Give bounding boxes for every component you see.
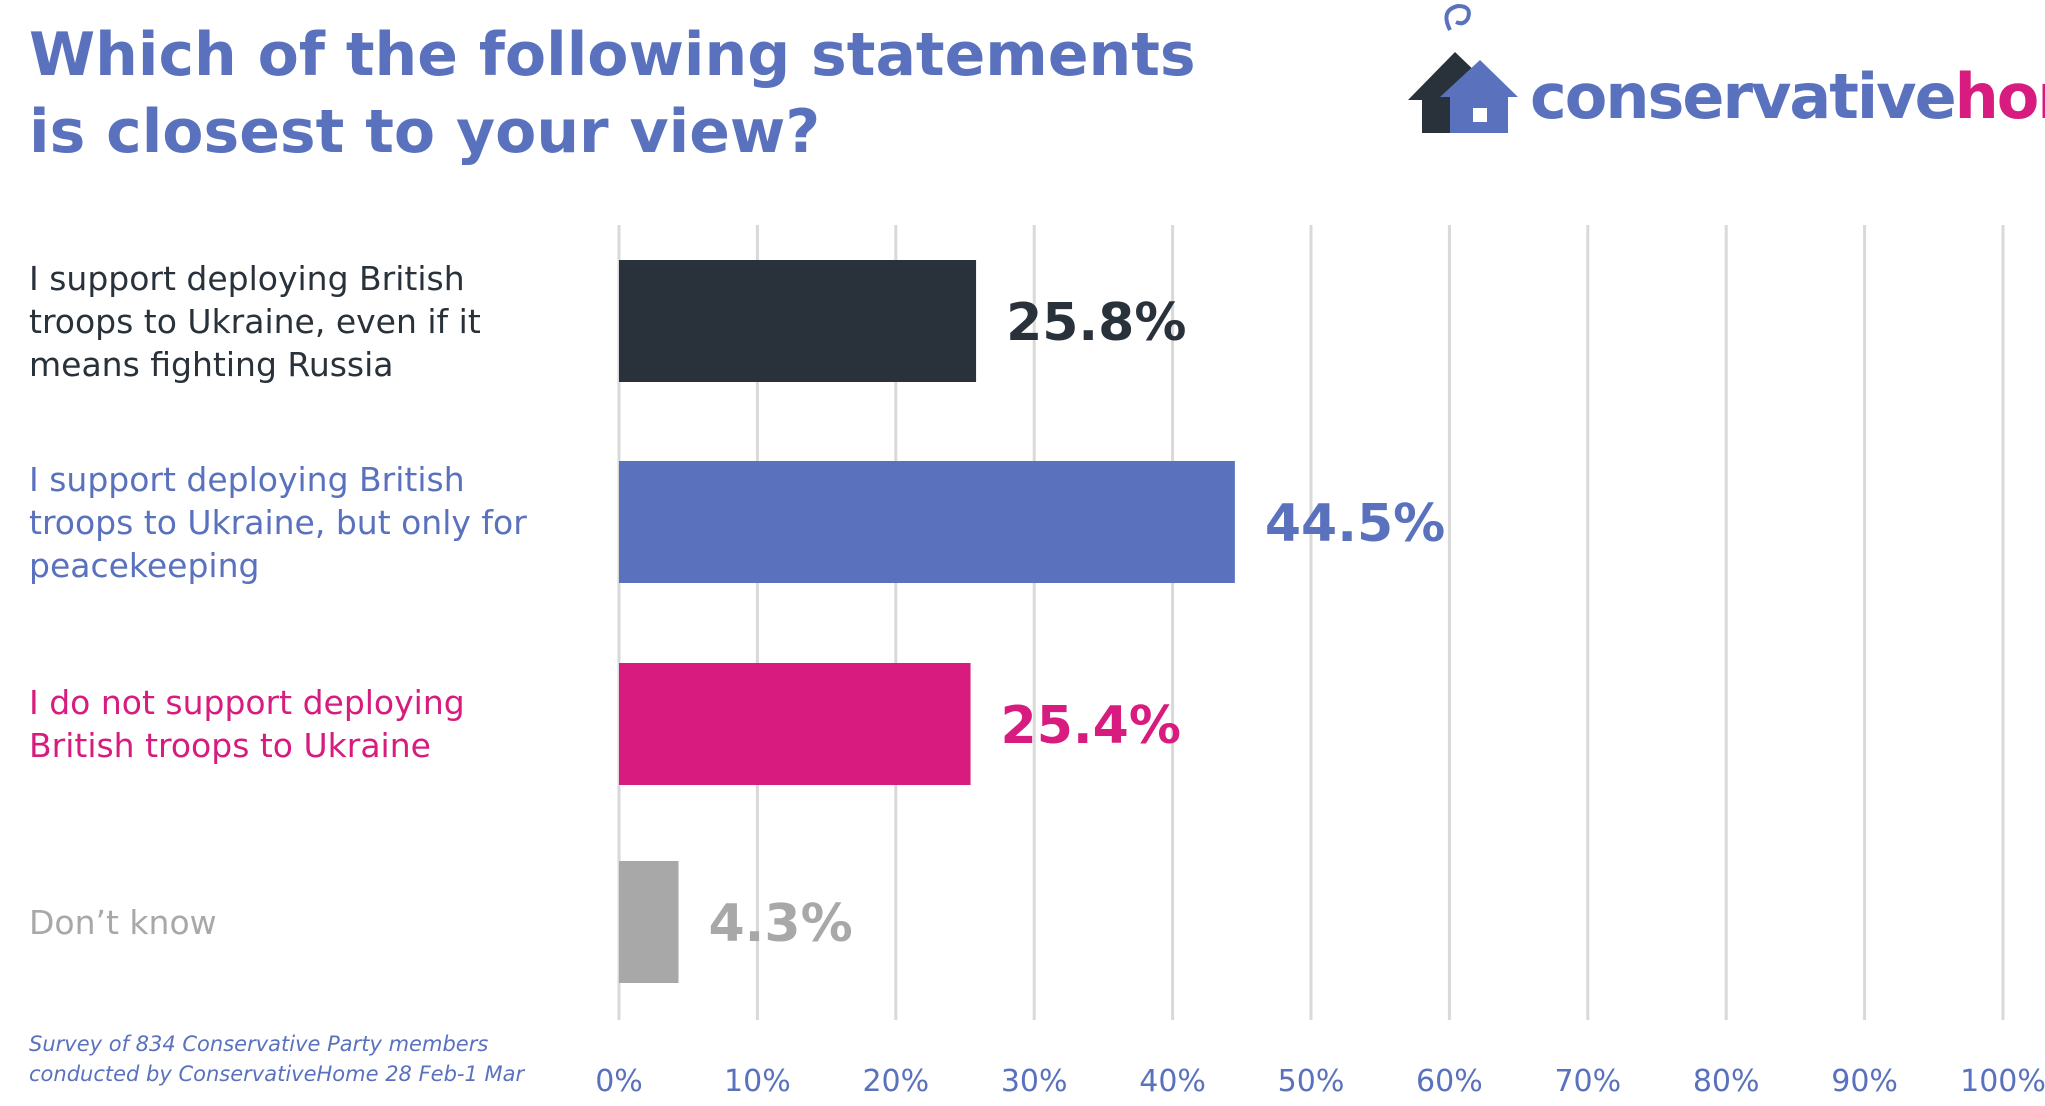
x-tick-label: 10% — [724, 1064, 791, 1099]
x-tick-label: 30% — [1001, 1064, 1068, 1099]
x-tick-label: 40% — [1139, 1064, 1206, 1099]
logo: conservativehome — [1408, 3, 2045, 133]
x-tick-label: 70% — [1554, 1064, 1621, 1099]
x-tick-label: 0% — [595, 1064, 643, 1099]
x-tick-label: 100% — [1960, 1064, 2045, 1099]
bar — [619, 861, 679, 983]
value-label: 25.8% — [1006, 293, 1186, 353]
x-tick-label: 20% — [862, 1064, 929, 1099]
x-tick-label: 90% — [1831, 1064, 1898, 1099]
chart-title: Which of the following statements — [29, 20, 1196, 90]
value-label: 4.3% — [709, 894, 853, 954]
footnote: Survey of 834 Conservative Party members — [29, 1032, 488, 1056]
logo-text-part: conservative — [1530, 60, 1955, 133]
value-label: 44.5% — [1265, 494, 1445, 554]
x-tick-label: 60% — [1416, 1064, 1483, 1099]
footnote: conducted by ConservativeHome 28 Feb-1 M… — [29, 1062, 526, 1086]
logo-text-part: home — [1955, 60, 2045, 133]
logo-text: conservativehome — [1530, 60, 2045, 133]
logo-house — [1440, 60, 1518, 133]
category-label: Don’t know — [29, 902, 217, 942]
chart-title: is closest to your view? — [29, 97, 820, 167]
logo-window — [1473, 108, 1487, 122]
category-label: I do not support deploying British troop… — [29, 683, 465, 765]
logo-smoke — [1444, 3, 1471, 31]
category-label: I support deploying British troops to Uk… — [29, 258, 481, 384]
bar — [619, 663, 971, 785]
bar — [619, 260, 977, 382]
bar — [619, 461, 1235, 583]
x-tick-label: 50% — [1278, 1064, 1345, 1099]
x-tick-label: 80% — [1693, 1064, 1760, 1099]
value-label: 25.4% — [1001, 696, 1181, 756]
category-label: I support deploying British troops to Uk… — [29, 459, 527, 585]
